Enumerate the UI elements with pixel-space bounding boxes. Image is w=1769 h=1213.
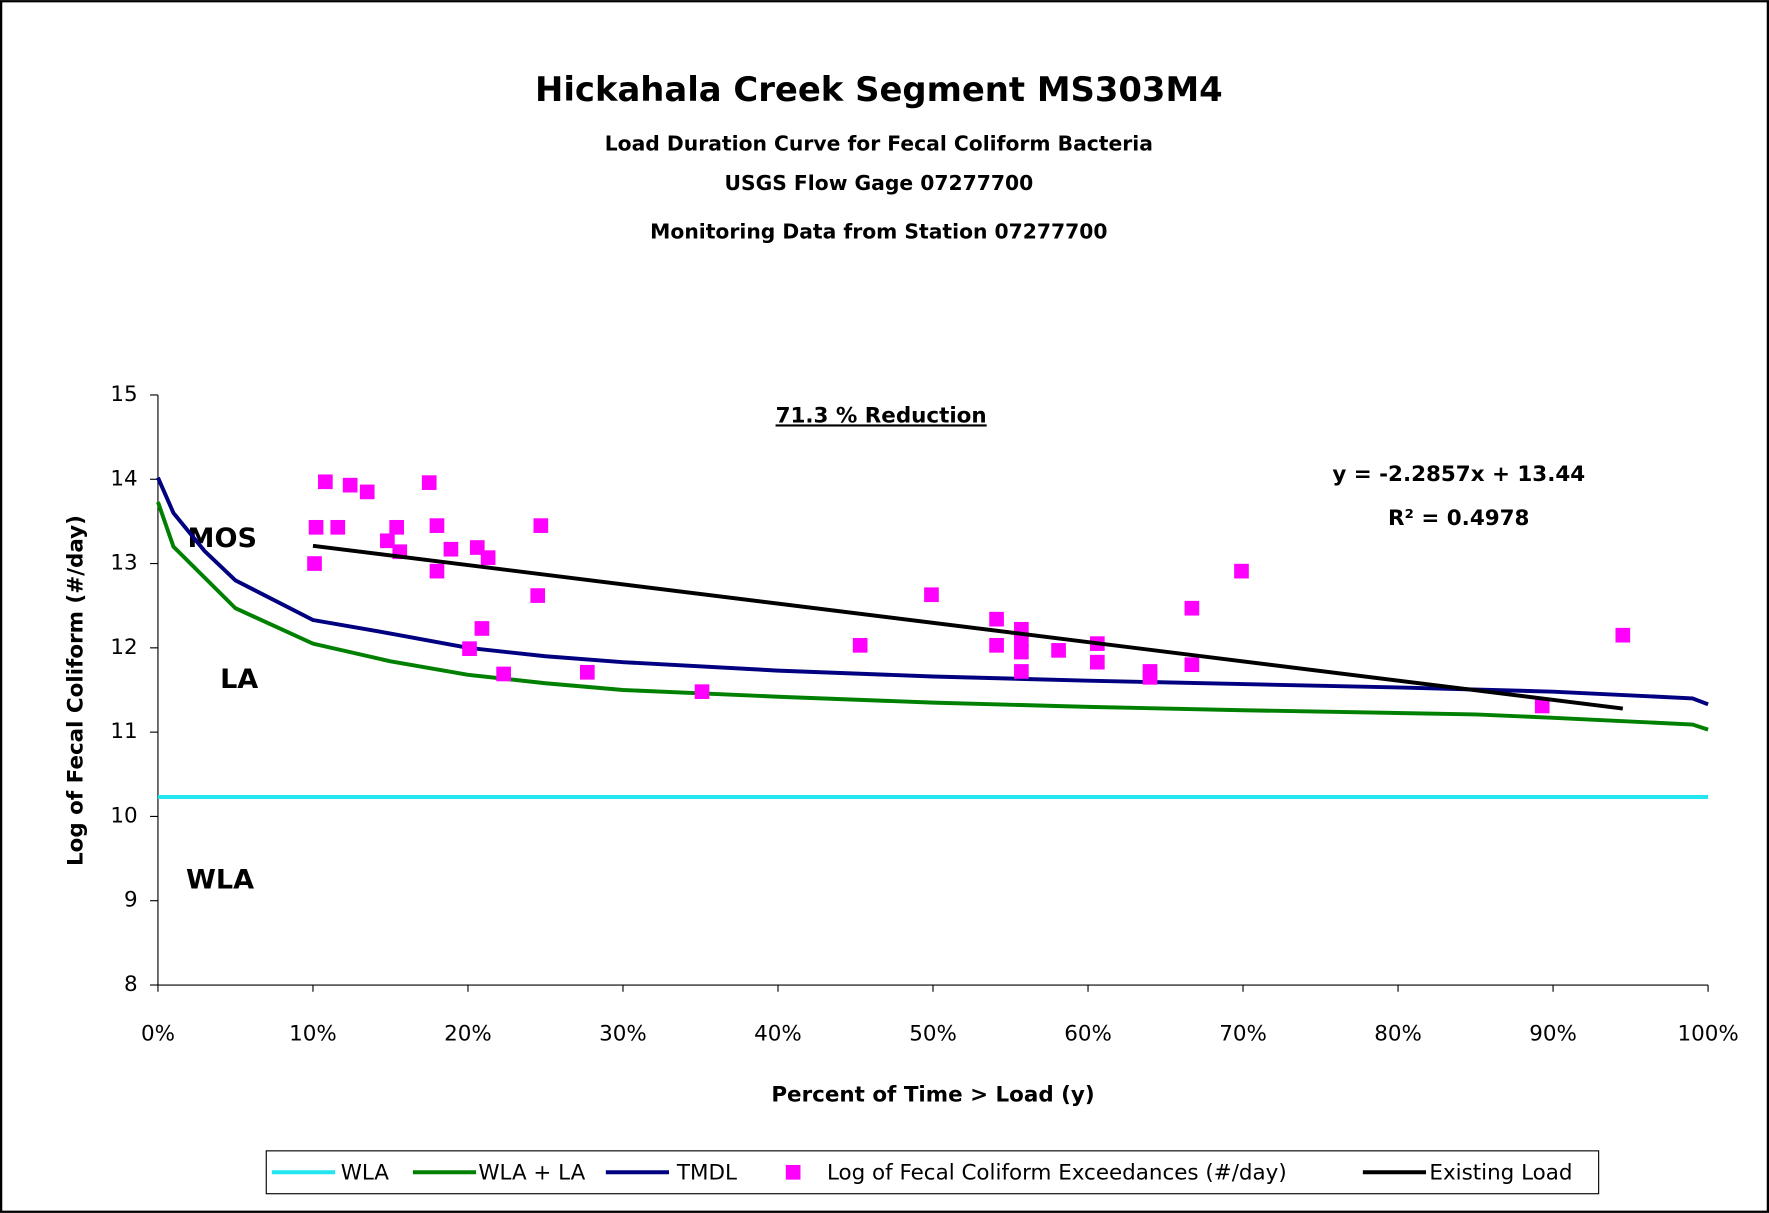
legend-label: Log of Fecal Coliform Exceedances (#/day… <box>827 1160 1287 1185</box>
legend-label: WLA + LA <box>478 1160 585 1185</box>
data-point <box>533 518 549 533</box>
data-point <box>989 637 1004 653</box>
data-point <box>462 641 477 657</box>
data-point <box>1014 644 1029 660</box>
data-point <box>359 484 375 500</box>
data-point <box>318 474 333 490</box>
data-point <box>1234 563 1249 579</box>
data-point <box>474 621 490 636</box>
data-point <box>1089 654 1105 670</box>
x-tick-label: 70% <box>1219 1022 1267 1047</box>
data-point <box>429 518 445 533</box>
data-point <box>530 588 546 603</box>
chart-subtitle: Monitoring Data from Station 07277700 <box>650 220 1107 244</box>
legend-swatch <box>785 1164 801 1180</box>
data-point <box>852 637 868 653</box>
equation-annotation: y = -2.2857x + 13.44 <box>1332 462 1585 487</box>
x-tick-label: 80% <box>1374 1022 1422 1047</box>
data-point <box>429 563 445 579</box>
data-point <box>1142 670 1158 685</box>
x-tick-label: 100% <box>1677 1022 1738 1047</box>
data-point <box>330 519 346 535</box>
data-point <box>480 550 496 565</box>
x-tick-label: 40% <box>754 1022 802 1047</box>
y-tick-label: 14 <box>110 466 137 491</box>
series-line <box>312 543 1624 711</box>
wla-label: WLA <box>186 865 254 896</box>
x-tick-label: 60% <box>1064 1022 1112 1047</box>
data-point <box>443 541 459 557</box>
data-point <box>389 519 404 535</box>
y-tick-label: 13 <box>110 551 137 576</box>
data-point <box>694 684 710 700</box>
data-point <box>1615 627 1631 643</box>
data-point <box>924 587 939 603</box>
y-tick-label: 10 <box>110 803 137 828</box>
y-axis-label: Log of Fecal Coliform (#/day) <box>64 515 89 866</box>
data-point <box>421 475 437 490</box>
data-point <box>342 477 358 493</box>
data-point <box>380 533 395 549</box>
y-tick-label: 9 <box>124 888 138 913</box>
y-tick-label: 15 <box>110 382 137 407</box>
chart-title: Hickahala Creek Segment MS303M4 <box>535 70 1223 109</box>
reduction-annotation: 71.3 % Reduction <box>776 403 987 428</box>
x-tick-label: 20% <box>444 1022 492 1047</box>
legend-label: Existing Load <box>1429 1160 1572 1185</box>
data-point <box>1534 698 1550 714</box>
data-point <box>1051 643 1066 658</box>
x-axis-label: Percent of Time > Load (y) <box>771 1083 1094 1108</box>
data-point <box>1184 657 1200 673</box>
y-tick-label: 8 <box>124 972 138 997</box>
x-tick-label: 90% <box>1529 1022 1577 1047</box>
chart-subtitle: Load Duration Curve for Fecal Coliform B… <box>605 132 1153 156</box>
data-point <box>1014 664 1029 679</box>
data-point <box>989 611 1004 627</box>
x-tick-label: 10% <box>289 1022 337 1047</box>
legend-label: TMDL <box>676 1160 737 1185</box>
y-tick-label: 11 <box>110 719 137 744</box>
la-label: LA <box>220 664 258 695</box>
x-tick-label: 30% <box>599 1022 647 1047</box>
data-point <box>1184 600 1200 616</box>
chart-subtitle: USGS Flow Gage 07277700 <box>724 171 1033 195</box>
data-point <box>308 519 324 535</box>
r-squared-annotation: R² = 0.4978 <box>1388 506 1529 531</box>
y-tick-label: 12 <box>110 635 137 660</box>
legend-label: WLA <box>341 1160 390 1185</box>
data-point <box>307 556 322 571</box>
data-point <box>496 666 511 682</box>
x-tick-label: 0% <box>141 1022 175 1047</box>
x-tick-label: 50% <box>909 1022 957 1047</box>
mos-label: MOS <box>188 523 257 554</box>
data-point <box>579 664 595 680</box>
